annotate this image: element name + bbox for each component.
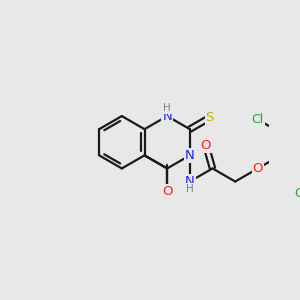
Text: N: N: [185, 149, 195, 162]
Text: H: H: [163, 103, 171, 113]
Text: Cl: Cl: [251, 113, 264, 126]
Text: O: O: [201, 139, 211, 152]
Text: N: N: [185, 175, 195, 188]
Text: O: O: [253, 162, 263, 175]
Text: N: N: [162, 110, 172, 123]
Text: Cl: Cl: [294, 187, 300, 200]
Text: H: H: [186, 184, 194, 194]
Text: S: S: [206, 111, 214, 124]
Text: O: O: [162, 185, 172, 198]
